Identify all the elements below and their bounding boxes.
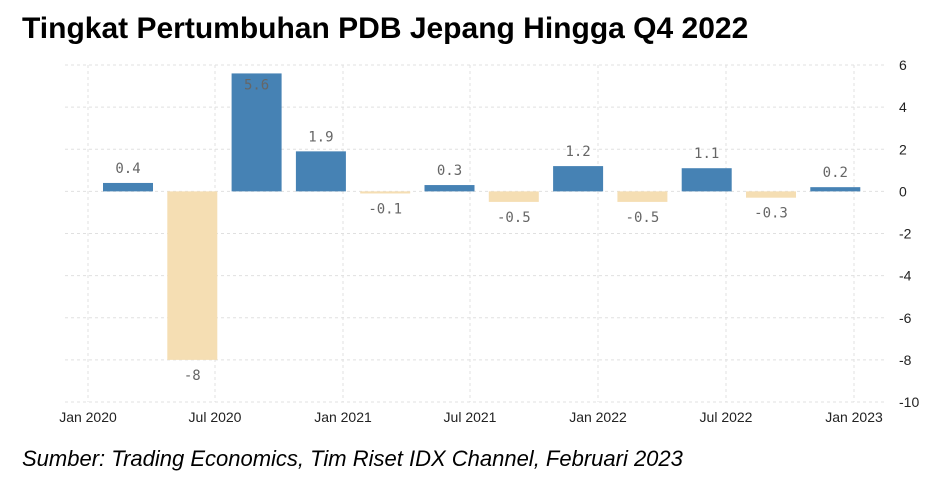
data-label: 1.9 <box>308 129 333 145</box>
data-label: 1.2 <box>565 144 590 160</box>
x-tick-label: Jan 2021 <box>314 409 372 425</box>
x-tick-label: Jan 2020 <box>59 409 117 425</box>
data-label: 5.6 <box>244 77 269 93</box>
x-tick-label: Jul 2022 <box>700 409 753 425</box>
y-tick-label: 2 <box>899 141 907 157</box>
bar <box>360 191 411 194</box>
y-tick-label: -4 <box>899 268 912 284</box>
x-axis-ticks: Jan 2020 Jul 2020 Jan 2021 Jul 2021 Jan 2022… <box>59 409 883 425</box>
y-tick-label: -8 <box>899 352 912 368</box>
bar <box>553 166 604 192</box>
x-tick-label: Jan 2022 <box>569 409 627 425</box>
x-tick-label: Jul 2020 <box>189 409 242 425</box>
bar <box>488 191 539 202</box>
y-tick-label: -6 <box>899 310 912 326</box>
bar <box>810 187 861 192</box>
data-label: 0.2 <box>823 165 848 181</box>
y-tick-label: -10 <box>899 394 919 410</box>
data-label: -0.5 <box>497 210 531 226</box>
source-note: Sumber: Trading Economics, Tim Riset IDX… <box>22 446 683 471</box>
bar <box>617 191 668 202</box>
data-label: -0.3 <box>754 206 788 222</box>
bar <box>231 73 282 192</box>
chart-title: Tingkat Pertumbuhan PDB Jepang Hingga Q4… <box>22 12 749 45</box>
y-tick-label: 4 <box>899 99 907 115</box>
data-label: 0.4 <box>115 161 140 177</box>
bars <box>103 73 861 360</box>
data-label: 0.3 <box>437 163 462 179</box>
data-label: 1.1 <box>694 146 719 162</box>
bar <box>681 168 732 192</box>
x-tick-label: Jan 2023 <box>825 409 883 425</box>
data-label: -8 <box>184 368 201 384</box>
y-tick-label: -2 <box>899 226 912 242</box>
x-tick-label: Jul 2021 <box>444 409 497 425</box>
y-tick-label: 6 <box>899 57 907 73</box>
y-axis-ticks: 6 4 2 0 -2 -4 -6 -8 -10 <box>899 57 919 410</box>
y-tick-label: 0 <box>899 183 907 199</box>
data-label: -0.5 <box>626 210 660 226</box>
bar <box>746 191 796 198</box>
bar <box>103 182 153 192</box>
data-labels: 0.4 -8 5.6 1.9 -0.1 0.3 -0.5 1.2 -0.5 1.1 -0.3 0.2 <box>115 77 848 383</box>
gridlines <box>65 64 885 403</box>
bar <box>295 151 346 192</box>
bar <box>167 191 218 360</box>
bar <box>424 185 475 192</box>
data-label: -0.1 <box>368 201 402 217</box>
